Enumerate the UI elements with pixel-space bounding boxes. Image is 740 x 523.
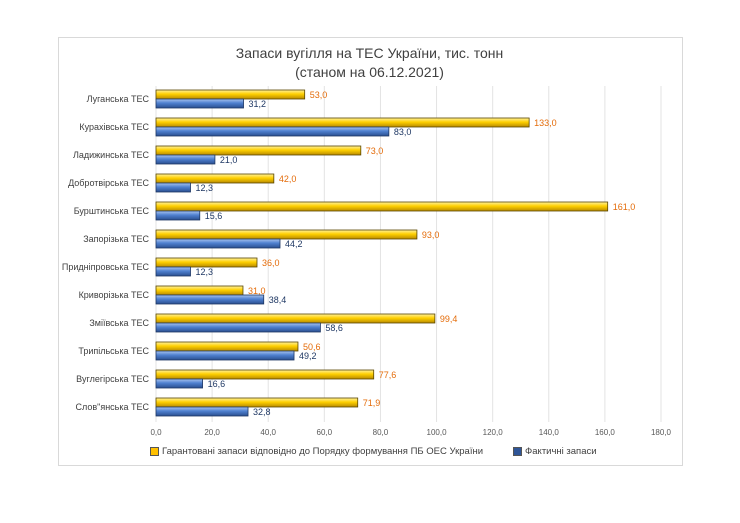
data-label: 44,2: [285, 239, 303, 249]
bar-actual: [155, 210, 201, 221]
data-label: 83,0: [394, 127, 412, 137]
data-label: 133,0: [534, 118, 557, 128]
bar-guaranteed: [155, 341, 299, 352]
category-label: Ладижинська ТЕС: [73, 150, 150, 160]
bar-guaranteed: [155, 117, 530, 128]
legend-swatch: [150, 447, 159, 456]
bar-actual: [155, 378, 203, 389]
category-label: Луганська ТЕС: [87, 94, 150, 104]
x-tick-label: 120,0: [483, 428, 504, 437]
bar-actual: [155, 98, 244, 109]
x-tick-label: 0,0: [150, 428, 162, 437]
category-label: Слов"янська ТЕС: [75, 402, 149, 412]
data-label: 36,0: [262, 258, 280, 268]
chart-title-block: Запаси вугілля на ТЕС України, тис. тонн…: [58, 44, 681, 82]
data-label: 161,0: [613, 202, 636, 212]
data-label: 49,2: [299, 351, 317, 361]
x-tick-label: 80,0: [373, 428, 389, 437]
data-label: 53,0: [310, 90, 328, 100]
chart-title: Запаси вугілля на ТЕС України, тис. тонн: [235, 45, 504, 61]
data-label: 15,6: [205, 211, 223, 221]
x-tick-label: 100,0: [427, 428, 448, 437]
bar-guaranteed: [155, 201, 609, 212]
legend-swatch: [513, 447, 523, 456]
x-tick-label: 20,0: [204, 428, 220, 437]
legend-label: Фактичні запаси: [525, 446, 597, 457]
x-tick-label: 140,0: [539, 428, 560, 437]
data-label: 38,4: [269, 295, 287, 305]
data-label: 12,3: [196, 267, 214, 277]
data-label: 32,8: [253, 407, 271, 417]
legend-item-actual: Фактичні запаси: [513, 446, 597, 457]
legend-label: Гарантовані запаси відповідно до Порядку…: [162, 446, 484, 457]
chart-frame: [58, 37, 683, 466]
category-label: Трипільська ТЕС: [78, 346, 149, 356]
data-label: 16,6: [208, 379, 226, 389]
data-label: 73,0: [366, 146, 384, 156]
data-label: 93,0: [422, 230, 440, 240]
bar-guaranteed: [155, 285, 244, 296]
bar-actual: [155, 406, 249, 417]
category-label: Курахівська ТЕС: [79, 122, 149, 132]
category-label: Вуглегірська ТЕС: [76, 374, 149, 384]
bar-guaranteed: [155, 89, 306, 100]
category-label: Криворізька ТЕС: [79, 290, 150, 300]
bar-actual: [155, 182, 191, 193]
bar-actual: [155, 126, 390, 137]
data-label: 50,6: [303, 342, 321, 352]
x-tick-label: 40,0: [260, 428, 276, 437]
bar-guaranteed: [155, 313, 436, 324]
bar-guaranteed: [155, 257, 258, 268]
category-label: Придніпровська ТЕС: [62, 262, 150, 272]
bar-actual: [155, 322, 321, 333]
data-label: 77,6: [379, 370, 397, 380]
data-label: 99,4: [440, 314, 458, 324]
data-label: 71,9: [363, 398, 381, 408]
bar-actual: [155, 266, 191, 277]
bar-guaranteed: [155, 145, 362, 156]
legend-item-guaranteed: Гарантовані запаси відповідно до Порядку…: [150, 446, 483, 457]
data-label: 12,3: [196, 183, 214, 193]
chart-subtitle: (станом на 06.12.2021): [295, 64, 444, 80]
category-label: Зміївська ТЕС: [89, 318, 149, 328]
data-label: 31,2: [249, 99, 267, 109]
data-label: 21,0: [220, 155, 238, 165]
bar-actual: [155, 238, 281, 249]
bar-guaranteed: [155, 229, 418, 240]
bar-actual: [155, 294, 265, 305]
bar-guaranteed: [155, 173, 275, 184]
bar-guaranteed: [155, 369, 375, 380]
bar-actual: [155, 350, 295, 361]
x-tick-label: 180,0: [651, 428, 672, 437]
bar-actual: [155, 154, 216, 165]
category-label: Добротвірська ТЕС: [68, 178, 149, 188]
data-label: 42,0: [279, 174, 297, 184]
category-label: Запорізька ТЕС: [83, 234, 149, 244]
x-tick-label: 60,0: [317, 428, 333, 437]
category-label: Бурштинська ТЕС: [74, 206, 150, 216]
x-tick-label: 160,0: [595, 428, 616, 437]
legend: Гарантовані запаси відповідно до Порядку…: [150, 446, 597, 457]
bar-guaranteed: [155, 397, 359, 408]
data-label: 31,0: [248, 286, 266, 296]
data-label: 58,6: [325, 323, 343, 333]
